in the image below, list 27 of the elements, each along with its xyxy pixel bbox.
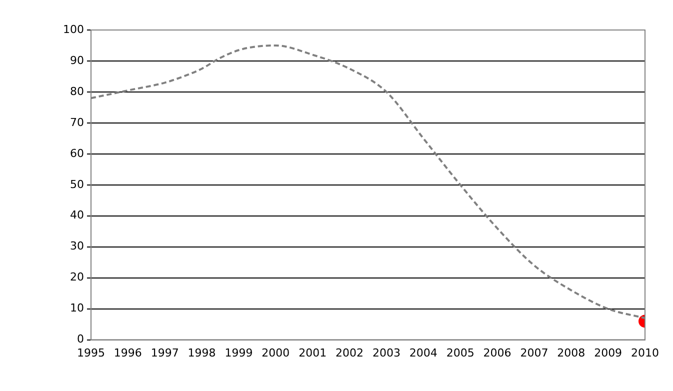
x-tick-label: 2003: [372, 346, 400, 360]
y-tick-label: 0: [76, 332, 84, 346]
y-tick-label: 60: [70, 146, 84, 160]
x-tick-label: 2010: [631, 346, 659, 360]
y-tick-label: 10: [70, 302, 84, 315]
y-tick-label: 100: [62, 22, 84, 36]
x-tick-label: 2006: [483, 346, 512, 360]
x-tick-label: 1996: [114, 346, 142, 360]
x-tick-label: 1999: [224, 346, 253, 360]
x-tick-label: 2004: [409, 346, 438, 360]
y-tick-label: 40: [70, 208, 84, 222]
y-tick-label: 90: [70, 54, 84, 67]
x-tick-label: 2009: [594, 346, 622, 360]
x-tick-label: 2007: [520, 346, 548, 360]
y-tick-label: 50: [70, 178, 84, 191]
x-tick-label: 2001: [298, 346, 327, 360]
x-tick-label: 2000: [262, 346, 290, 360]
x-tick-label: 2008: [557, 346, 586, 360]
x-tick-label: 2005: [446, 346, 474, 360]
x-tick-label: 1998: [188, 346, 216, 360]
x-tick-label: 1995: [76, 346, 105, 360]
x-tick-label: 1997: [150, 346, 179, 360]
x-tick-label: 2002: [336, 346, 364, 360]
y-tick-label: 80: [70, 84, 84, 98]
y-tick-label: 70: [70, 116, 84, 129]
y-tick-label: 30: [70, 240, 84, 253]
y-tick-label: 20: [70, 270, 84, 284]
